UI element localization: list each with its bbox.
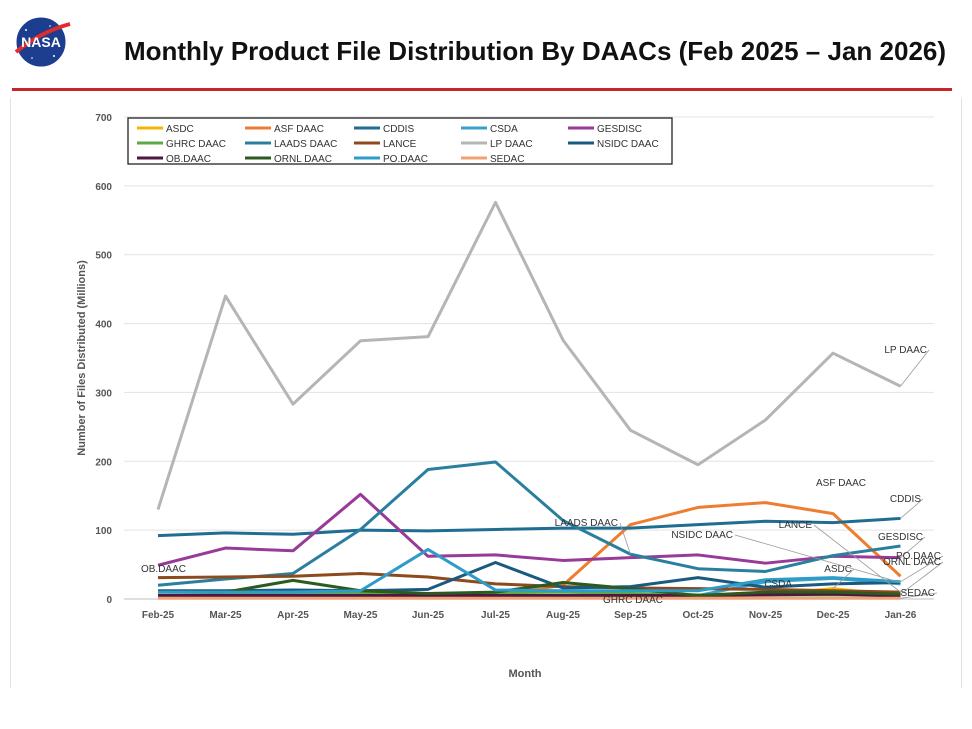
legend-label: LAADS DAAC (274, 139, 337, 150)
legend-box (127, 117, 673, 165)
annotation-label: OB.DAAC (141, 564, 186, 575)
annotation-label: CDDIS (890, 494, 921, 505)
annotation-label: ASF DAAC (816, 478, 866, 489)
annotation-label: GHRC DAAC (603, 595, 663, 606)
series-line-cddis (157, 516, 901, 538)
nasa-logo: NASA (10, 14, 72, 70)
series-line-gesdisc (157, 492, 901, 567)
series-line-laads-daac (157, 460, 901, 587)
legend-label: GESDISC (597, 124, 642, 135)
x-tick-label: Jan-26 (885, 610, 917, 621)
series-line-lance (157, 572, 901, 594)
x-tick-label: Feb-25 (142, 610, 175, 621)
annotation-label: ORNL DAAC (883, 557, 941, 568)
annotation-leader (900, 498, 924, 519)
y-axis-label: Number of Files Distributed (Millions) (76, 260, 88, 456)
annotation-leader (900, 349, 930, 387)
y-axis: 0 100 200 300 400 500 600 700 (95, 113, 112, 606)
annotation-label: GESDISC (878, 532, 923, 543)
x-tick-label: Apr-25 (277, 610, 309, 621)
x-tick-label: May-25 (344, 610, 378, 621)
annotation-leader (813, 524, 901, 593)
series-line-po-daac (158, 547, 901, 594)
annotation-leader (900, 561, 944, 595)
legend-label: LP DAAC (490, 139, 533, 150)
legend-label: ORNL DAAC (274, 154, 332, 165)
legend-label: ASF DAAC (274, 124, 324, 135)
annotation-label: NSIDC DAAC (671, 530, 733, 541)
legend-label: CSDA (490, 124, 518, 135)
x-axis-label: Month (509, 668, 542, 680)
legend-label: ASDC (166, 124, 194, 135)
legend-label: NSIDC DAAC (597, 139, 659, 150)
y-tick-label: 600 (95, 182, 112, 193)
annotation-leader (734, 534, 901, 583)
y-tick-label: 300 (95, 388, 112, 399)
x-tick-label: Jun-25 (412, 610, 445, 621)
x-tick-label: Sep-25 (614, 610, 647, 621)
x-tick-label: Oct-25 (682, 610, 714, 621)
y-tick-label: 0 (106, 595, 112, 606)
annotation-leader (900, 536, 926, 558)
y-tick-label: 100 (95, 526, 112, 537)
x-tick-label: Mar-25 (209, 610, 242, 621)
annotation-label: ASDC (824, 564, 852, 575)
series-line-nsidc-daac (158, 561, 901, 593)
legend-label: OB.DAAC (166, 154, 211, 165)
gridlines (124, 116, 934, 600)
legend-label: CDDIS (383, 124, 414, 135)
x-tick-label: Jul-25 (481, 610, 510, 621)
series-lines (156, 200, 902, 600)
page-title: Monthly Product File Distribution By DAA… (123, 36, 947, 66)
legend-label: GHRC DAAC (166, 139, 226, 150)
x-tick-label: Dec-25 (817, 610, 850, 621)
chart-frame (10, 98, 962, 688)
legend-label: LANCE (383, 139, 417, 150)
annotation-label: LAADS DAAC (555, 518, 618, 529)
annotation-leader (900, 555, 944, 583)
annotation-leader (619, 522, 631, 555)
legend-label: SEDAC (490, 154, 524, 165)
x-tick-label: Nov-25 (749, 610, 783, 621)
y-tick-label: 700 (95, 113, 112, 124)
annotation-label: LANCE (779, 520, 813, 531)
annotation-label: SEDAC (901, 588, 935, 599)
series-line-lp-daac (156, 200, 902, 510)
annotation-leader (900, 592, 938, 599)
legend: ASDC ASF DAAC CDDIS CSDA GESDISC GHRC DAAC LAA… (127, 117, 673, 165)
legend-label: PO.DAAC (383, 154, 428, 165)
title-divider (12, 88, 952, 91)
y-tick-label: 500 (95, 251, 112, 262)
logo-text: NASA (21, 34, 61, 50)
annotation-leader (832, 568, 855, 589)
annotation-label: PO.DAAC (896, 551, 941, 562)
x-axis: Feb-25 Mar-25 Apr-25 May-25 Jun-25 Jul-25 Aug-… (142, 610, 917, 621)
x-tick-label: Aug-25 (546, 610, 580, 621)
annotation-label: LP DAAC (884, 345, 927, 356)
annotation-label: CSDA (764, 579, 792, 590)
series-line-ornl-daac (158, 578, 901, 598)
y-tick-label: 400 (95, 320, 112, 331)
y-tick-label: 200 (95, 457, 112, 468)
series-line-ob-daac (158, 592, 901, 598)
